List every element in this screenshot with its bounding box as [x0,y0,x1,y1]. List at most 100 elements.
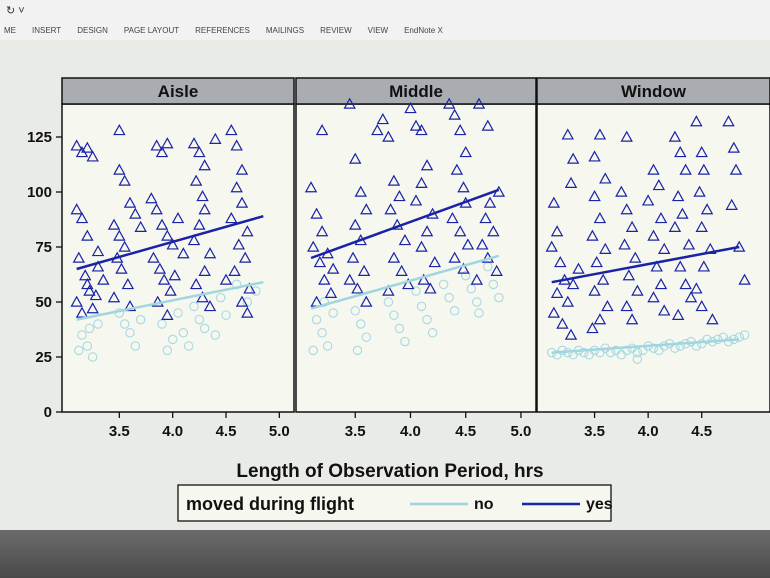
data-point-yes [70,203,83,215]
data-point-no [82,341,93,351]
data-point-yes [622,269,636,281]
data-point-yes [168,269,182,281]
data-point-yes [625,313,639,325]
data-point-yes [450,163,464,175]
data-point-yes [382,284,395,296]
data-point-yes [693,185,706,197]
data-point-yes [596,273,610,285]
data-point-yes [476,238,489,250]
data-point-yes [349,218,362,230]
tab-mailings[interactable]: MAILINGS [265,26,305,35]
monitor-bezel [0,530,770,578]
tab-review[interactable]: REVIEW [320,26,352,35]
data-point-yes [150,203,163,215]
x-axis: 3.5 4.0 4.5 5.0 3.5 4.0 4.5 5.0 3.5 4.0 4.5 [109,412,712,440]
data-point-yes [187,137,201,149]
data-point-no [183,341,194,351]
data-point-yes [198,264,211,276]
data-point-no [251,286,261,296]
data-point-yes [97,273,110,285]
data-point-no [173,308,183,318]
data-point-yes [118,174,131,186]
x-tick-label: 3.5 [345,423,366,440]
data-point-yes [679,277,692,290]
data-point-yes [566,277,580,290]
data-point-yes [453,225,467,237]
tab-view[interactable]: VIEW [367,26,389,35]
data-point-no [460,270,471,281]
legend-label-no: no [474,496,494,513]
trend-line-no [76,280,264,321]
data-point-yes [118,240,131,252]
data-point-yes [134,220,147,232]
data-point-no [632,354,643,364]
tab-insert[interactable]: INSERT [32,26,62,35]
y-tick-label: 0 [44,404,52,421]
data-point-yes [668,130,682,142]
data-point-yes [554,255,567,268]
data-point-yes [674,145,687,158]
y-tick-label: 50 [35,294,52,311]
data-point-no [93,319,103,329]
data-point-yes [387,174,401,186]
data-point-yes [654,277,668,290]
data-point-yes [415,240,428,252]
panel-title: Aisle [158,82,199,101]
data-point-no [427,328,438,338]
tab-page-layout[interactable]: PAGE LAYOUT [123,26,180,35]
quick-access-toolbar[interactable]: ↻ ˅ [6,5,25,17]
data-point-yes [225,123,238,136]
data-point-yes [81,141,94,153]
tab-design[interactable]: DESIGN [77,26,108,35]
x-tick-label: 4.0 [162,423,183,440]
data-point-yes [588,150,601,162]
data-point-yes [238,251,252,263]
data-point-yes [420,159,434,171]
data-point-no [444,292,454,303]
data-point-yes [674,260,687,272]
data-point-yes [83,284,96,296]
y-tick-label: 125 [27,129,52,146]
data-point-yes [307,240,320,252]
data-point-no [74,345,84,356]
data-point-yes [189,277,203,290]
data-point-yes [615,185,628,197]
data-point-yes [357,264,371,276]
data-point-no [311,314,322,325]
data-point-no [400,336,410,347]
data-point-yes [448,251,461,263]
tab-references[interactable]: REFERENCES [195,26,250,35]
data-point-yes [376,112,390,125]
data-point-no [221,310,231,320]
data-point-yes [599,242,612,254]
data-point-yes [682,238,696,250]
data-point-yes [196,189,209,202]
tab-endnote[interactable]: EndNote X [404,26,443,35]
data-point-yes [671,189,685,202]
data-point-yes [700,203,714,215]
data-point-no [389,310,399,320]
data-point-yes [564,328,578,340]
data-point-yes [187,233,201,246]
tab-home[interactable]: ME [4,26,16,35]
data-point-yes [78,269,92,281]
data-point-no [449,306,460,316]
x-tick-label: 4.5 [216,423,237,440]
data-point-yes [547,196,561,208]
data-point-no [308,345,319,356]
data-point-yes [620,130,633,142]
data-point-yes [409,119,423,131]
data-point-no [119,319,130,329]
data-point-yes [235,196,249,208]
data-point-yes [620,203,633,215]
data-point-no [350,306,360,316]
data-point-yes [147,251,160,263]
trend-line-no [310,254,500,310]
data-point-yes [230,181,243,193]
data-point-yes [145,192,158,204]
data-point-no [739,330,750,340]
data-point-no [322,341,333,351]
x-tick-label: 4.5 [455,423,476,440]
data-point-yes [123,196,137,208]
data-point-yes [166,238,179,250]
